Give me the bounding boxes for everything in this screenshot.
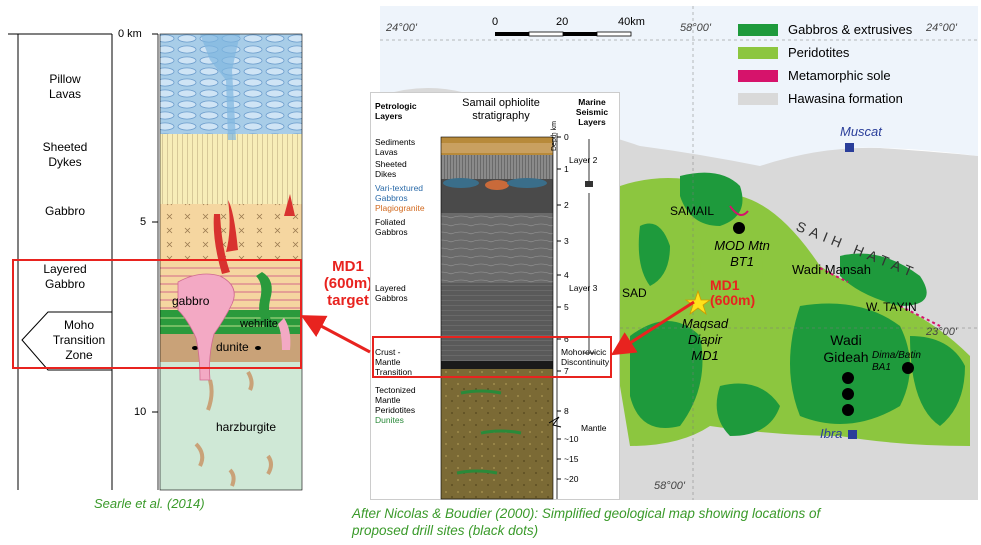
rock-label-dunite: dunite [216, 340, 249, 354]
legend-label: Metamorphic sole [788, 68, 891, 83]
strat-layer-tectonized: Tectonized Mantle Peridotites [375, 385, 416, 415]
transition-highlight-box [372, 336, 612, 378]
legend-swatch [738, 69, 778, 82]
caption-searle: Searle et al. (2014) [94, 496, 205, 511]
layer-layered-gabbro: Layered Gabbro [43, 262, 87, 291]
target-highlight-box [12, 259, 302, 369]
legend-swatch [738, 23, 778, 36]
place-maqsad: Maqsad Diapir MD1 [681, 316, 729, 363]
legend-swatch [738, 92, 778, 105]
strat-tick-0: 0 [564, 132, 569, 142]
scale-40km: 40km [618, 16, 645, 28]
legend-item-metamorphic: Metamorphic sole [738, 64, 978, 87]
rock-label-wehrlite: wehrlite [240, 318, 278, 330]
legend-item-gabbros: Gabbros & extrusives [738, 18, 978, 41]
depth-tick-5: 5 [140, 216, 147, 228]
depth-tick-10: 10 [134, 406, 147, 418]
layer-sheeted-dykes: Sheeted Dykes [42, 140, 88, 169]
strat-layer-layered: Layered Gabbros [375, 283, 408, 303]
strat-left-header: Petrologic Layers [375, 101, 417, 121]
stratigraphy-graphic [440, 133, 595, 500]
seismic-moho: Mohorovicic Discontinuity [561, 347, 610, 367]
legend-swatch [738, 46, 778, 59]
strat-layer-transition: Crust - Mantle Transition [375, 347, 413, 377]
strat-layer-plagiogranite: Plagiogranite [375, 203, 425, 213]
place-muscat: Muscat [840, 124, 882, 139]
scale-0: 0 [492, 16, 499, 28]
strat-tick-3: 3 [564, 236, 569, 246]
coord-lat-top-left: 24°00' [386, 22, 417, 34]
legend-label: Hawasina formation [788, 91, 903, 106]
legend-label: Gabbros & extrusives [788, 22, 913, 37]
coord-lat-top-right: 24°00' [926, 22, 957, 34]
place-wadi-gideah: Wadi Gideah [823, 332, 869, 365]
strat-layer-dunites: Dunites [375, 415, 404, 425]
strat-tick-1: 1 [564, 164, 569, 174]
strat-axis-label: Depth km [551, 121, 558, 151]
seismic-layer-3: Layer 3 [569, 283, 598, 293]
md1-map-label: MD1 (600m) [710, 277, 756, 308]
md1-target-label: MD1 (600m) target [323, 258, 373, 309]
stratigraphy-panel: Samail ophiolite stratigraphy Petrologic… [370, 92, 620, 500]
depth-tick-0: 0 km [118, 28, 142, 40]
legend-label: Peridotites [788, 45, 850, 60]
strat-tick-6: 6 [564, 334, 569, 344]
coord-lat-right: 23°00' [926, 326, 957, 338]
strat-tick-10: ~10 [564, 434, 579, 444]
seismic-mantle: Mantle [581, 423, 607, 433]
place-dima-batin: Dima/Batin BA1 [872, 350, 921, 373]
legend-item-peridotites: Peridotites [738, 41, 978, 64]
place-samail: SAMAIL [670, 204, 715, 218]
strat-tick-15: ~15 [564, 454, 579, 464]
layer-pillow-lavas: Pillow Lavas [48, 72, 82, 101]
strat-tick-8: 8 [564, 406, 569, 416]
strat-layer-foliated: Foliated Gabbros [375, 217, 408, 237]
scale-20: 20 [556, 16, 569, 28]
strat-layer-lavas: Lavas [375, 147, 398, 157]
strat-tick-7: 7 [564, 366, 569, 376]
layer-gabbro: Gabbro [44, 204, 86, 218]
searle-column-graphic [8, 33, 303, 491]
seismic-layer-2: Layer 2 [569, 155, 598, 165]
strat-layer-sediments: Sediments [375, 137, 416, 147]
place-ibra: Ibra [820, 426, 843, 441]
rock-label-gabbro: gabbro [172, 294, 210, 308]
caption-nicolas-boudier: After Nicolas & Boudier (2000): Simplifi… [352, 506, 821, 538]
searle-column-figure: 0 km 5 10 Pillow Lavas Sheeted Dykes Gab… [0, 0, 320, 500]
layer-moho-transition: Moho Transition Zone [52, 318, 106, 362]
place-sad: SAD [622, 286, 647, 300]
strat-tick-5: 5 [564, 302, 569, 312]
strat-layer-varitextured: Vari-textured Gabbros [375, 183, 424, 203]
strat-title: Samail ophiolite stratigraphy [462, 97, 540, 122]
strat-tick-4: 4 [564, 270, 569, 280]
strat-tick-2: 2 [564, 200, 569, 210]
coord-lon-bottom: 58°00' [654, 480, 685, 492]
coord-lon-top: 58°00' [680, 22, 711, 34]
rock-label-harzburgite: harzburgite [216, 420, 277, 434]
place-mod-mtn: MOD Mtn BT1 [714, 238, 770, 269]
place-wadi-mansah: Wadi Mansah [792, 262, 871, 277]
legend-item-hawasina: Hawasina formation [738, 87, 978, 110]
strat-layer-sheeted-dikes: Sheeted Dikes [375, 159, 407, 179]
strat-tick-20: ~20 [564, 474, 579, 484]
map-legend: Gabbros & extrusives Peridotites Metamor… [738, 18, 978, 110]
strat-right-header: Marine Seismic Layers [575, 97, 609, 127]
place-w-tayin: W. TAYIN [866, 300, 917, 314]
